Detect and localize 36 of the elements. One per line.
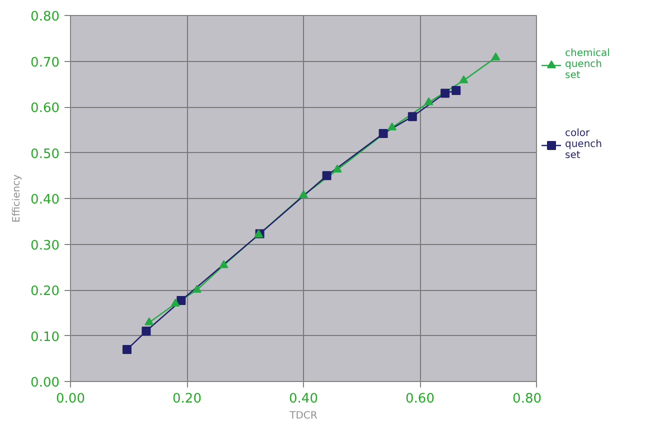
point <box>459 75 468 84</box>
y-tick-label: 0.00 <box>30 376 60 390</box>
point <box>122 344 132 354</box>
y-tick-label: 0.30 <box>30 238 60 254</box>
point <box>388 122 397 130</box>
point <box>142 326 151 336</box>
x-tick-label: 0.00 <box>56 392 85 406</box>
y-tick-label: 0.70 <box>30 55 60 70</box>
x-tick-label: 0.80 <box>512 392 542 406</box>
x-axis-title: TDCR <box>288 410 318 422</box>
point <box>170 298 180 307</box>
y-tick-label: 0.80 <box>30 10 60 24</box>
point <box>452 86 461 96</box>
x-tick-label: 0.60 <box>406 392 434 406</box>
legend-label: color quench set <box>565 128 602 161</box>
point <box>408 112 417 122</box>
point <box>491 52 500 60</box>
point <box>176 296 186 306</box>
y-tick-label: 0.20 <box>30 284 60 299</box>
y-tick-label: 0.50 <box>30 146 60 162</box>
point <box>192 284 202 293</box>
point <box>378 129 388 138</box>
point <box>440 88 450 98</box>
point <box>322 171 332 180</box>
y-tick-label: 0.10 <box>30 330 60 345</box>
point <box>219 260 228 268</box>
y-axis-title: Efficiency <box>12 174 23 223</box>
x-tick-label: 0.40 <box>289 392 318 406</box>
point <box>424 97 434 106</box>
y-tick-label: 0.40 <box>30 192 60 208</box>
x-tick-label: 0.20 <box>172 392 202 406</box>
point <box>299 190 308 198</box>
point <box>332 164 342 172</box>
legend-label: chemical quench set <box>565 48 610 81</box>
y-tick-label: 0.60 <box>30 101 60 116</box>
point <box>144 317 154 326</box>
